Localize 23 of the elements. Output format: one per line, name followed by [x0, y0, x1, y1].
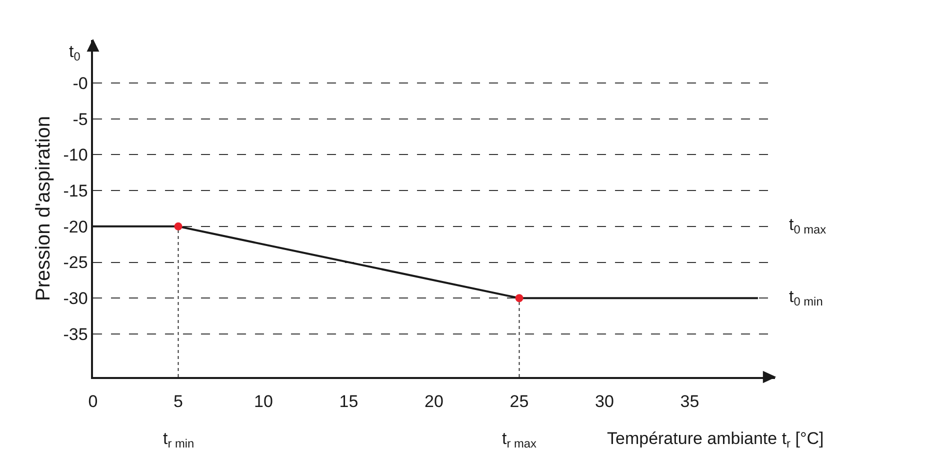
y-tick-label: -25: [63, 253, 88, 272]
x-tick-label: 10: [254, 392, 273, 412]
x-tick-label: 35: [680, 392, 700, 412]
text: t$_{r min}$: [163, 429, 194, 451]
y-tick-label: -20: [63, 217, 88, 236]
x-axis-title: Température ambiante t$_{r}$ [°C]: [607, 429, 824, 451]
y-tick-label: -5: [72, 110, 88, 129]
text: t$_{0 max}$: [789, 215, 826, 237]
text: t$_{0}$: [69, 42, 81, 64]
y-tick-label: -30: [63, 289, 88, 308]
text: t$_{r max}$: [502, 429, 537, 451]
x-tick-label: 0: [88, 392, 98, 412]
x-tick-label: 25: [510, 392, 529, 412]
y-tick-label: -15: [63, 182, 88, 201]
x-tick-label: 15: [339, 392, 358, 412]
x-tick-label: 20: [424, 392, 444, 412]
text: t$_{0 min}$: [789, 287, 823, 309]
y-axis-title: Pression d'aspiration: [32, 116, 54, 302]
x-tick-label: 30: [595, 392, 614, 412]
y-tick-label: -0: [72, 74, 88, 93]
x-tick-label: 5: [174, 392, 183, 412]
y-tick-label: -35: [63, 324, 88, 344]
y-tick-label: -10: [63, 146, 88, 165]
